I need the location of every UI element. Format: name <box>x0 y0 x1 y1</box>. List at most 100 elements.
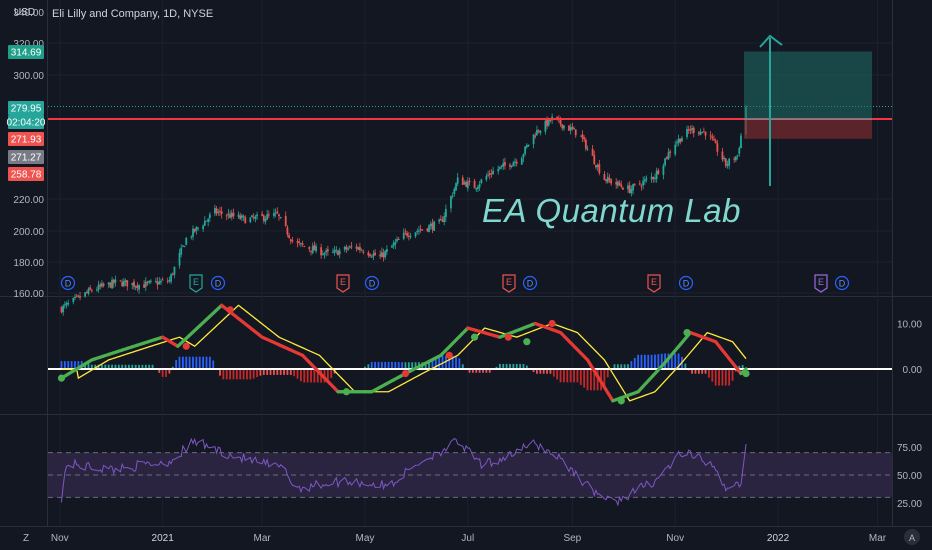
crossover-dot <box>504 333 512 341</box>
candle-body <box>313 244 316 251</box>
candle-body <box>618 182 621 185</box>
candle-body <box>630 189 633 194</box>
histogram-bar <box>670 353 673 369</box>
candle-body <box>652 177 655 179</box>
candle-body <box>256 214 258 217</box>
oscillator-tick-label: 10.00 <box>897 320 922 331</box>
rsi-tick-label: 50.00 <box>897 471 922 482</box>
candle-body <box>202 225 205 230</box>
oscillator-pane <box>48 303 892 405</box>
candle-body <box>595 164 597 168</box>
candle-body <box>185 237 188 245</box>
histogram-bar <box>556 369 559 380</box>
candle-body <box>539 130 542 134</box>
candle-body <box>514 161 516 163</box>
histogram-bar <box>616 364 619 369</box>
price-tag-label: 314.69 <box>11 48 42 59</box>
candle-body <box>711 136 714 139</box>
candle-body <box>524 146 527 154</box>
candle-body <box>450 196 452 209</box>
auto-scale-button: A <box>909 533 915 543</box>
candle-body <box>498 166 501 169</box>
candle-body <box>193 228 196 232</box>
histogram-bar <box>438 356 441 369</box>
histogram-bar <box>563 369 565 383</box>
candle-body <box>90 290 93 292</box>
histogram-bar <box>509 363 511 369</box>
candle-body <box>300 243 302 245</box>
candle-body <box>347 248 350 250</box>
histogram-bar <box>620 364 623 369</box>
timezone-button: Z <box>23 533 29 544</box>
histogram-bar <box>279 369 282 375</box>
time-tick-label: Sep <box>563 533 581 544</box>
candle-body <box>278 214 280 217</box>
corner-left-bg <box>0 527 47 550</box>
candle-body <box>301 243 304 245</box>
dividend-marker-label: D <box>683 279 690 289</box>
crossover-dot <box>617 397 625 405</box>
candles-group <box>60 104 747 316</box>
candle-body <box>406 233 409 236</box>
candle-body <box>438 219 441 222</box>
candle-body <box>667 152 670 160</box>
earnings-marker-label: E <box>818 277 824 287</box>
histogram-bar <box>117 364 120 369</box>
candle-body <box>488 173 491 175</box>
candle-body <box>515 161 518 164</box>
histogram-bar <box>259 369 262 376</box>
histogram-bar <box>374 361 376 369</box>
histogram-bar <box>741 365 744 369</box>
candle-body <box>556 116 559 120</box>
candle-body <box>335 249 338 251</box>
histogram-bar <box>121 364 124 369</box>
histogram-bar <box>63 361 66 369</box>
candle-body <box>143 284 146 288</box>
candle-body <box>131 282 134 286</box>
candle-body <box>569 127 572 131</box>
candle-body <box>650 176 653 180</box>
histogram-bar <box>219 369 221 376</box>
histogram-bar <box>458 358 461 369</box>
candle-body <box>713 139 715 141</box>
candle-body <box>367 252 370 256</box>
histogram-bar <box>104 364 107 369</box>
candle-body <box>207 218 210 222</box>
time-tick-label: 2022 <box>767 533 790 544</box>
candle-body <box>326 249 329 252</box>
earnings-marker <box>336 274 350 293</box>
candle-body <box>622 187 624 190</box>
candle-body <box>97 284 100 290</box>
histogram-bar <box>650 354 653 369</box>
candle-body <box>561 124 564 129</box>
candle-body <box>456 177 459 184</box>
candle-body <box>67 302 70 305</box>
histogram-bar <box>478 369 481 373</box>
candle-body <box>724 158 727 166</box>
histogram-bar <box>394 361 397 369</box>
candle-body <box>333 249 336 253</box>
candle-body <box>628 185 631 193</box>
histogram-bar <box>431 361 434 369</box>
earnings-marker-label: E <box>340 277 346 287</box>
candle-body <box>606 176 609 183</box>
candle-body <box>461 177 464 185</box>
earnings-marker-label: E <box>651 277 657 287</box>
currency-label[interactable]: USD <box>14 7 36 18</box>
histogram-bar <box>306 369 309 383</box>
candle-body <box>392 243 395 246</box>
candle-body <box>463 182 466 184</box>
candle-body <box>348 246 351 248</box>
candle-body <box>332 251 334 253</box>
candle-body <box>571 126 574 129</box>
histogram-bar <box>303 369 306 383</box>
candle-body <box>709 135 712 137</box>
crossover-dot <box>683 329 691 337</box>
candle-body <box>584 139 587 149</box>
histogram-bar <box>455 355 457 369</box>
candle-body <box>735 156 737 161</box>
histogram-bar <box>536 369 538 374</box>
candle-body <box>121 282 124 287</box>
candle-body <box>208 214 211 219</box>
